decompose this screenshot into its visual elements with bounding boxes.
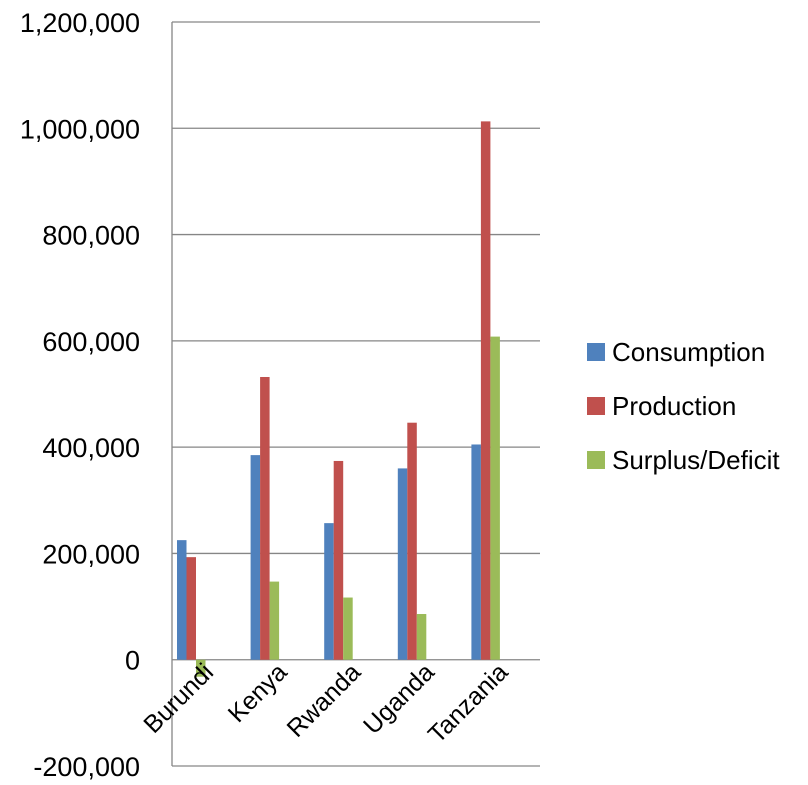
- bar-consumption-uganda: [397, 468, 408, 660]
- bar-production-kenya: [260, 376, 270, 660]
- x-tick-label: Rwanda: [282, 658, 367, 743]
- bar-surplus-deficit-burundi: [196, 659, 206, 677]
- bar-surplus-deficit-rwanda: [343, 597, 353, 660]
- bar-surplus-deficit-uganda: [416, 614, 427, 660]
- legend-swatch: [587, 343, 605, 361]
- x-tick-label: Kenya: [223, 658, 293, 728]
- y-tick-label: 600,000: [42, 327, 140, 357]
- legend-swatch: [587, 397, 605, 415]
- x-tick-label: Burundi: [138, 658, 219, 739]
- bar-consumption-rwanda: [324, 523, 334, 660]
- bar-consumption-burundi: [177, 540, 187, 660]
- y-tick-label: 1,200,000: [20, 8, 140, 38]
- y-tick-label: 400,000: [42, 433, 140, 463]
- y-tick-label: 1,000,000: [20, 114, 140, 144]
- y-tick-label: 200,000: [42, 539, 140, 569]
- legend-label: Surplus/Deficit: [612, 445, 780, 475]
- gridlines: [172, 21, 540, 767]
- y-tick-label: 800,000: [42, 221, 140, 251]
- legend-swatch: [587, 451, 605, 469]
- legend-label: Production: [612, 391, 736, 421]
- legend: Consumption Production Surplus/Deficit: [587, 337, 780, 475]
- y-tick-labels: -200,000 0 200,000 400,000 600,000 800,000 1,0…: [20, 8, 140, 782]
- y-tick-label: 0: [125, 646, 140, 676]
- bars: [177, 121, 500, 677]
- bar-consumption-kenya: [250, 455, 261, 660]
- bar-surplus-deficit-tanzania: [490, 336, 500, 660]
- bar-consumption-tanzania: [471, 444, 481, 660]
- x-tick-label: Tanzania: [423, 658, 514, 749]
- bar-surplus-deficit-kenya: [269, 581, 280, 660]
- bar-production-burundi: [186, 557, 196, 660]
- bar-production-rwanda: [333, 460, 344, 660]
- bar-production-tanzania: [480, 121, 491, 660]
- legend-label: Consumption: [612, 337, 765, 367]
- y-tick-label: -200,000: [33, 752, 140, 782]
- bar-production-uganda: [407, 422, 417, 660]
